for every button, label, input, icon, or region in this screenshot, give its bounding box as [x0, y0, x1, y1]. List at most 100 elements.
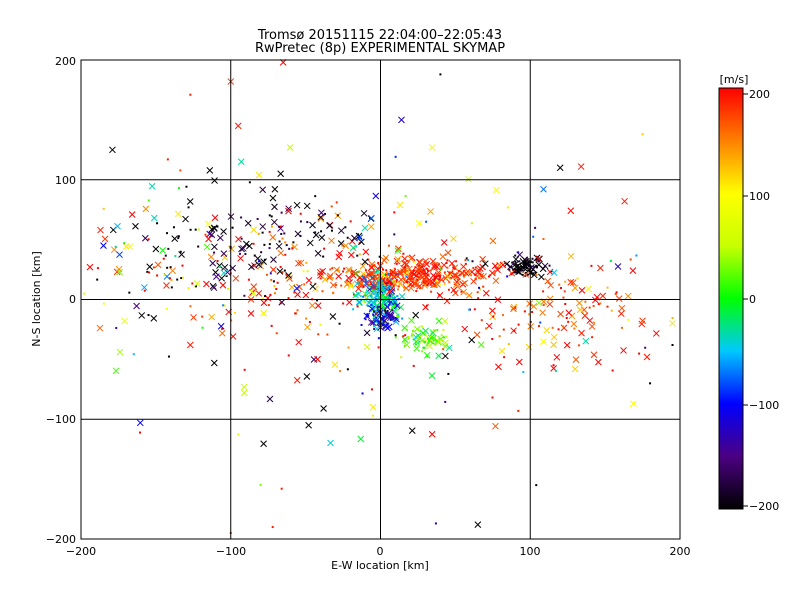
data-point-dot — [270, 278, 273, 281]
data-point-x — [217, 322, 225, 330]
data-point-dot — [362, 300, 365, 303]
data-point-dot — [479, 288, 482, 291]
data-point-dot — [410, 334, 413, 337]
data-point-dot — [418, 272, 421, 275]
data-point-dot — [392, 276, 395, 279]
data-point-x — [435, 317, 443, 325]
data-point-dot — [412, 278, 415, 281]
data-point-dot — [412, 270, 415, 273]
data-point-dot — [259, 483, 262, 486]
data-point-dot — [423, 269, 426, 272]
data-point-x — [489, 269, 496, 277]
data-point-x — [415, 264, 423, 272]
data-point-dot — [671, 316, 674, 319]
data-point-dot — [147, 199, 150, 202]
data-point-dot — [123, 242, 126, 245]
data-point-dot — [293, 291, 296, 294]
x-tick-labels: −200 −100 0 100 200 — [66, 545, 691, 558]
data-point-dot — [394, 155, 397, 158]
data-point-dot — [281, 271, 284, 274]
data-point-dot — [252, 289, 255, 292]
data-point-x — [218, 274, 226, 282]
data-point-x — [352, 270, 360, 277]
data-point-dot — [398, 270, 401, 273]
data-point-x — [515, 358, 523, 366]
data-point-x — [429, 279, 437, 286]
data-point-x — [441, 352, 449, 360]
data-point-dot — [425, 220, 428, 223]
data-point-x — [270, 256, 277, 263]
plot-frame — [80, 59, 681, 540]
scatter-points — [83, 59, 676, 535]
data-point-x — [571, 365, 579, 373]
data-point-dot — [278, 240, 281, 243]
data-point-dot — [409, 280, 412, 283]
data-point-x — [260, 309, 268, 317]
data-point-x — [434, 281, 441, 288]
data-point-dot — [299, 220, 302, 223]
data-point-x — [445, 344, 453, 352]
data-point-x — [347, 251, 355, 259]
data-point-dot — [393, 233, 396, 236]
data-point-x — [422, 303, 429, 311]
colorbar-tick-label: 100 — [749, 190, 770, 203]
data-point-dot — [508, 268, 511, 271]
data-point-dot — [467, 259, 470, 262]
data-point-dot — [165, 307, 168, 310]
data-point-x — [138, 312, 146, 319]
chart-title: Tromsø 20151115 22:04:00–22:05:43 — [257, 28, 502, 43]
data-point-dot — [166, 158, 169, 161]
data-point-dot — [374, 271, 377, 274]
data-point-x — [255, 171, 263, 179]
data-point-dot — [506, 275, 509, 278]
data-point-dot — [584, 300, 587, 303]
data-point-dot — [376, 278, 379, 281]
data-point-x — [465, 291, 473, 299]
data-point-x — [247, 310, 255, 317]
data-point-dot — [426, 337, 429, 340]
data-point-x — [565, 309, 573, 317]
data-point-dot — [421, 269, 424, 272]
colorbar-ticks: 200 100 0 −100 −200 — [743, 88, 779, 513]
data-point-dot — [181, 264, 184, 267]
data-point-x — [220, 228, 227, 235]
data-point-dot — [402, 335, 405, 338]
data-point-dot — [306, 270, 309, 273]
data-point-dot — [426, 283, 429, 286]
data-point-dot — [390, 278, 393, 281]
data-point-dot — [391, 269, 394, 272]
data-point-x — [379, 271, 387, 279]
data-point-x — [367, 319, 375, 326]
data-point-dot — [385, 269, 388, 272]
data-point-x — [450, 286, 458, 294]
data-point-dot — [525, 256, 528, 259]
data-point-x — [362, 280, 370, 287]
data-point-dot — [389, 318, 392, 321]
data-point-dot — [563, 290, 566, 293]
data-point-dot — [386, 315, 389, 318]
data-point-dot — [369, 281, 372, 284]
data-point-x — [218, 329, 226, 337]
data-point-dot — [178, 187, 181, 190]
data-point-dot — [240, 237, 243, 240]
data-point-dot — [373, 310, 376, 313]
data-point-dot — [649, 382, 652, 385]
data-point-x — [557, 310, 564, 318]
data-point-dot — [609, 259, 612, 262]
data-point-dot — [326, 333, 329, 336]
data-point-x — [412, 311, 420, 319]
data-point-dot — [414, 266, 417, 269]
data-point-dot — [243, 368, 246, 371]
data-point-x — [492, 422, 499, 430]
data-point-dot — [413, 261, 416, 264]
data-point-dot — [367, 314, 370, 317]
data-point-dot — [493, 272, 496, 275]
data-point-x — [116, 251, 123, 259]
data-point-x — [271, 185, 279, 193]
data-point-dot — [320, 230, 323, 233]
data-point-dot — [404, 334, 407, 337]
data-point-x — [444, 273, 452, 281]
data-point-x — [526, 300, 533, 307]
data-point-x — [362, 248, 370, 256]
data-point-dot — [324, 212, 327, 215]
